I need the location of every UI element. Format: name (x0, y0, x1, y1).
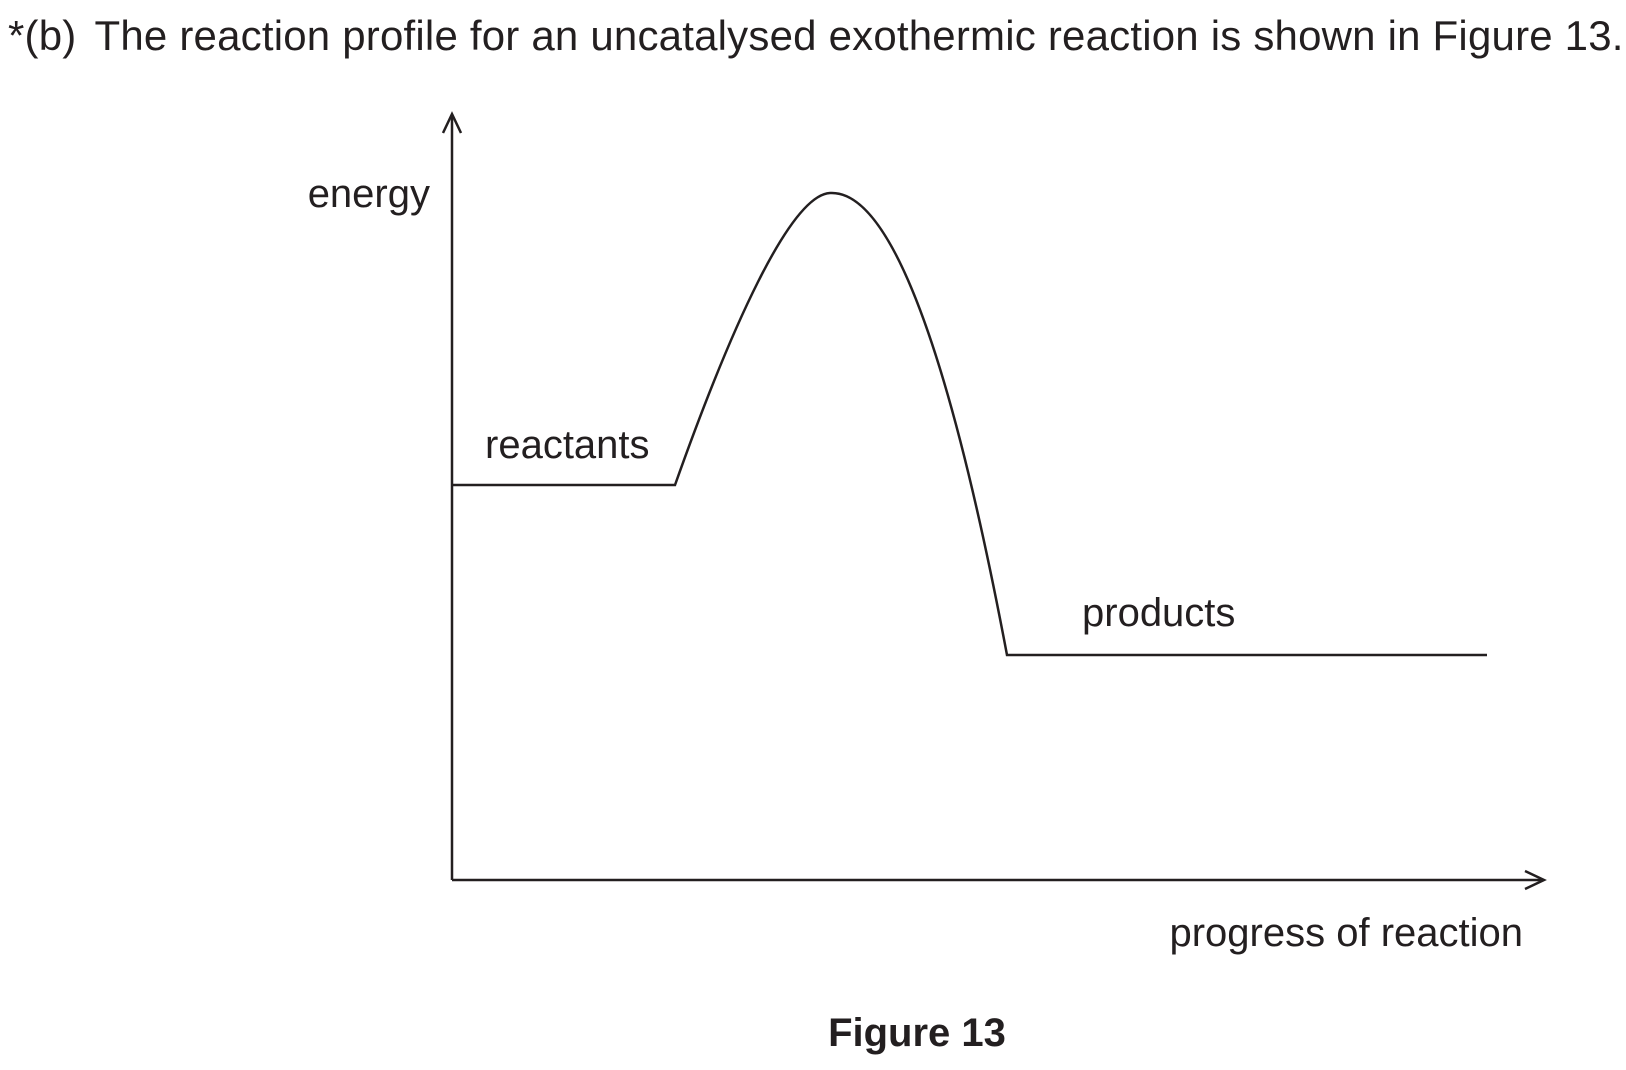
y-axis-arrowhead (441, 111, 463, 134)
energy-profile-curve (452, 191, 1487, 657)
question-text: The reaction profile for an uncatalysed … (94, 12, 1624, 59)
y-axis-label: energy (308, 172, 430, 216)
question-line: *(b) The reaction profile for an uncataly… (8, 8, 1624, 64)
question-number: *(b) (8, 12, 77, 59)
figure-caption: Figure 13 (828, 1011, 1006, 1055)
reactants-label: reactants (485, 423, 650, 467)
x-axis-arrowhead (1524, 869, 1547, 891)
x-axis-label: progress of reaction (1169, 911, 1523, 955)
products-label: products (1082, 591, 1235, 635)
